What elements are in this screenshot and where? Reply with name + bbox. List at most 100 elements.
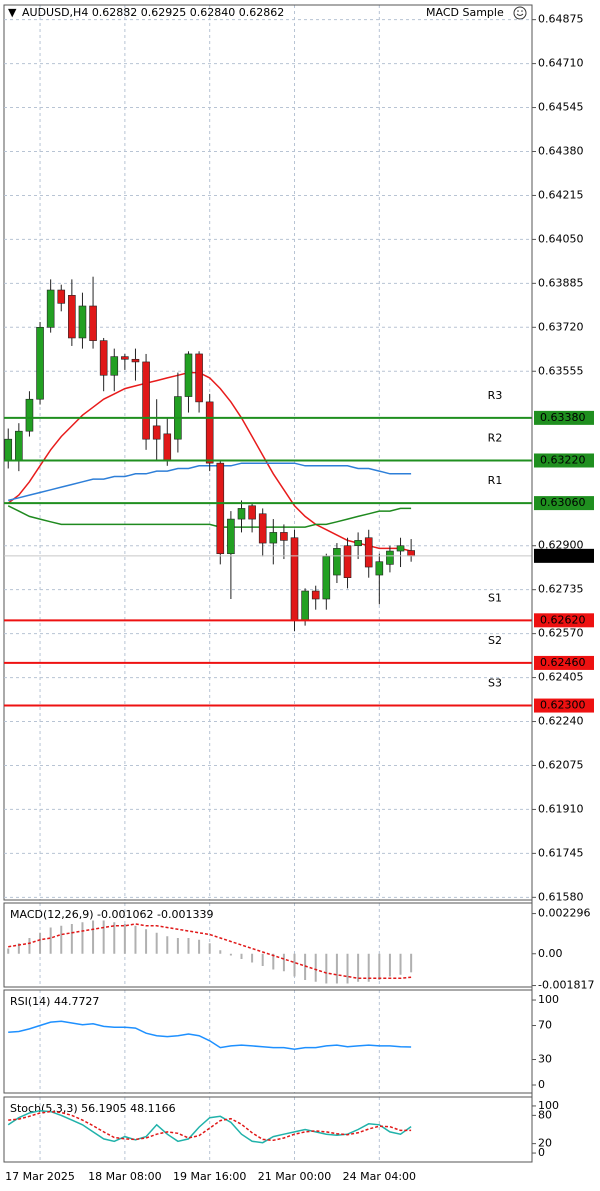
candle-body: [4, 438, 13, 461]
candle-body: [322, 556, 331, 600]
level-name: R2: [488, 431, 503, 444]
y-tick-label: 70: [538, 1019, 552, 1032]
candle-body: [375, 561, 384, 576]
candle-body: [68, 295, 76, 339]
candle-body: [227, 518, 235, 555]
y-tick-label: 0.002296: [538, 907, 591, 920]
candle-body: [184, 353, 193, 397]
candle-body: [205, 401, 214, 464]
level-price-label: 0.63220: [540, 453, 586, 466]
candle-body: [89, 305, 97, 341]
expert-icon[interactable]: [513, 6, 527, 20]
y-tick-label: 0.62900: [538, 539, 584, 552]
level-name: R1: [488, 474, 503, 487]
candle-body: [386, 550, 394, 565]
y-tick-label: 0.63885: [538, 276, 584, 289]
candle-body: [258, 513, 267, 544]
y-tick-label: 0.64710: [538, 57, 584, 70]
panel-title: RSI(14) 44.7727: [10, 995, 99, 1008]
candle-body: [99, 340, 108, 376]
x-tick-label: 24 Mar 04:00: [343, 1170, 416, 1183]
candle-body: [248, 505, 256, 520]
y-tick-label: 0: [538, 1146, 545, 1159]
y-tick-label: 0.64875: [538, 13, 584, 26]
candle-body: [15, 430, 23, 461]
y-tick-label: 0.62405: [538, 671, 584, 684]
y-tick-label: 0.62075: [538, 758, 584, 771]
level-price-box: [534, 655, 594, 670]
y-tick-label: -0.001817: [538, 979, 594, 992]
candle-body: [110, 356, 119, 376]
x-tick-label: 18 Mar 08:00: [88, 1170, 161, 1183]
expert-name: MACD Sample: [426, 6, 504, 19]
last-price-label: 0.62862: [540, 549, 586, 562]
expert-icon-eye: [517, 10, 519, 12]
y-tick-label: 0.64215: [538, 188, 584, 201]
candle-body: [301, 590, 309, 621]
candle-body: [237, 508, 246, 520]
indicator-line: [8, 1110, 412, 1142]
candle-body: [152, 425, 161, 440]
moving-average: [7, 505, 412, 528]
y-tick-label: 0: [538, 1078, 545, 1091]
y-tick-label: 0.62240: [538, 715, 584, 728]
level-price-box: [534, 613, 594, 628]
candle-body: [57, 289, 66, 304]
y-tick-label: 80: [538, 1108, 552, 1121]
expert-icon-mouth: [516, 13, 524, 16]
dropdown-arrow[interactable]: ▼: [8, 6, 17, 19]
indicator-line: [8, 1020, 412, 1051]
candle-body: [142, 361, 150, 440]
candle-body: [78, 305, 87, 339]
level-price-label: 0.63060: [540, 496, 586, 509]
candle-body: [131, 358, 140, 363]
candle-body: [195, 353, 203, 403]
panel-title: Stoch(5,3,3) 56.1905 48.1166: [10, 1102, 176, 1115]
candle-body: [354, 540, 362, 547]
candle-body: [46, 289, 55, 328]
panel-title: MACD(12,26,9) -0.001062 -0.001339: [10, 908, 213, 921]
moving-average: [7, 371, 412, 552]
y-tick-label: 0.64380: [538, 145, 584, 158]
x-tick-label: 17 Mar 2025: [5, 1170, 75, 1183]
y-tick-label: 0.64050: [538, 232, 584, 245]
y-tick-label: 0.00: [538, 947, 563, 960]
y-tick-label: 100: [538, 1099, 559, 1112]
y-tick-label: 0.63720: [538, 320, 584, 333]
candle-body: [343, 545, 352, 578]
level-price-box: [534, 698, 594, 713]
y-tick-label: 0.61910: [538, 802, 584, 815]
macd-signal: [8, 923, 412, 980]
candle-body: [396, 545, 405, 552]
candle-body: [290, 537, 299, 621]
candle-body: [25, 398, 34, 432]
y-tick-label: 20: [538, 1137, 552, 1150]
level-name: R3: [488, 389, 503, 402]
level-price-box: [534, 410, 594, 425]
chart-header: AUDUSD,H4 0.62882 0.62925 0.62840 0.6286…: [22, 6, 284, 19]
y-tick-label: 100: [538, 993, 559, 1006]
candle-body: [163, 433, 172, 461]
candle-body: [121, 356, 129, 360]
candle-body: [216, 462, 225, 555]
y-tick-label: 0.64545: [538, 101, 584, 114]
y-tick-label: 0.62570: [538, 627, 584, 640]
candle-body: [280, 532, 288, 541]
last-price-box: [534, 548, 594, 563]
level-name: S3: [488, 677, 502, 690]
y-tick-label: 0.61745: [538, 846, 584, 859]
y-tick-label: 30: [538, 1053, 552, 1066]
x-tick-label: 19 Mar 16:00: [173, 1170, 246, 1183]
x-tick-label: 21 Mar 00:00: [258, 1170, 331, 1183]
candle-body: [269, 532, 278, 544]
level-name: S1: [488, 591, 502, 604]
level-price-label: 0.62300: [540, 699, 586, 712]
y-tick-label: 0.63555: [538, 364, 584, 377]
expert-icon-eye: [521, 10, 523, 12]
candle-body: [407, 550, 415, 557]
candle-body: [36, 327, 44, 400]
level-price-label: 0.62460: [540, 656, 586, 669]
level-price-box: [534, 496, 594, 511]
